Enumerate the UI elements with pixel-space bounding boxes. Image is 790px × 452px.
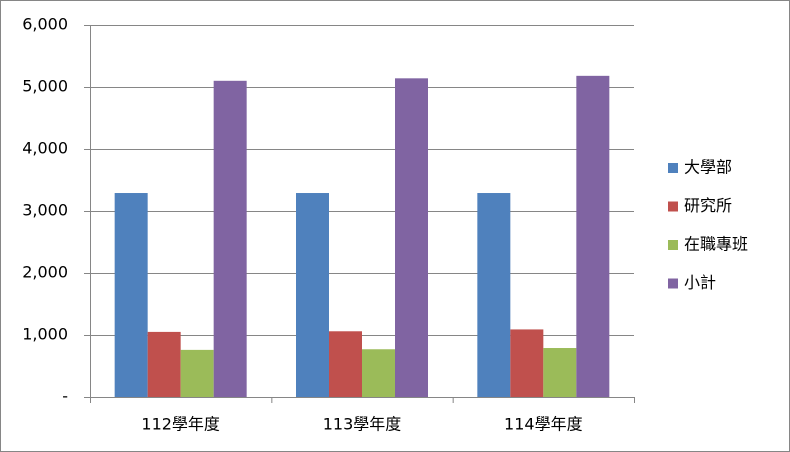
y-tick-label: 5,000 — [22, 77, 68, 96]
bar — [543, 348, 577, 397]
legend-swatch — [668, 201, 678, 212]
bar — [296, 193, 329, 397]
bar — [329, 331, 362, 397]
bar — [362, 349, 395, 397]
y-tick-label: 3,000 — [22, 201, 68, 220]
bar — [576, 75, 610, 397]
legend-swatch — [668, 278, 678, 289]
x-tick-label: 114學年度 — [504, 415, 583, 434]
legend-label: 研究所 — [684, 196, 732, 215]
bar — [114, 193, 148, 397]
legend-swatch — [668, 163, 678, 173]
bar — [147, 331, 181, 397]
bar — [180, 349, 214, 397]
x-tick-label: 112學年度 — [141, 415, 220, 434]
y-tick-label: 4,000 — [22, 139, 68, 158]
bar — [395, 78, 428, 397]
legend-label: 大學部 — [684, 158, 732, 177]
legend-swatch — [668, 240, 678, 250]
legend-label: 在職專班 — [684, 235, 748, 254]
y-tick-label: 6,000 — [22, 15, 68, 34]
bar — [510, 329, 544, 397]
y-tick-label: 2,000 — [22, 263, 68, 282]
y-tick-label: - — [62, 387, 68, 406]
legend-label: 小計 — [684, 273, 716, 292]
bar — [477, 193, 511, 397]
x-tick-label: 113學年度 — [323, 415, 402, 434]
y-tick-label: 1,000 — [22, 325, 68, 344]
bar — [213, 80, 247, 398]
